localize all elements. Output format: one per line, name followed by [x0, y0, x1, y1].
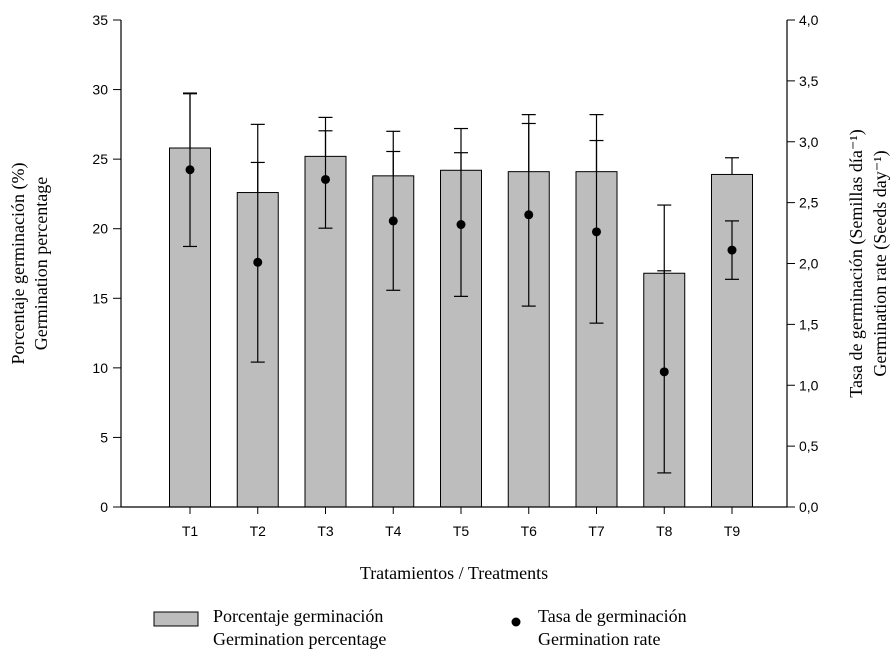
y-tick-label-right: 1,5: [799, 316, 819, 332]
x-tick-label: T8: [656, 523, 673, 539]
legend-label-point-2: Germination rate: [538, 629, 660, 649]
point-T4: [388, 216, 398, 226]
y-tick-label-left: 5: [100, 429, 108, 445]
y-tick-label-left: 10: [92, 360, 108, 376]
x-tick-label: T7: [588, 523, 605, 539]
y-tick-label-right: 1,0: [799, 377, 819, 393]
point-T6: [524, 210, 534, 220]
x-tick-label: T3: [317, 523, 334, 539]
y-tick-label-right: 3,5: [799, 73, 819, 89]
y-tick-label-left: 30: [92, 82, 108, 98]
x-axis-title: Tratamientos / Treatments: [360, 563, 548, 583]
points-layer: [185, 165, 737, 377]
legend-label-point: Tasa de germinación: [538, 606, 687, 626]
y-axis-title-left: Porcentaje germinación (%): [8, 163, 29, 365]
y-tick-label-right: 4,0: [799, 12, 819, 28]
y-axis-title-right: Tasa de germinación (Semillas día⁻¹): [846, 129, 867, 398]
x-tick-label: T1: [182, 523, 199, 539]
y-tick-label-left: 0: [100, 499, 108, 515]
point-T8: [659, 367, 669, 377]
point-T9: [727, 245, 737, 255]
point-T3: [321, 174, 330, 184]
legend-point-swatch: [511, 617, 521, 627]
x-tick-label: T5: [453, 523, 470, 539]
y-tick-label-left: 15: [92, 290, 108, 306]
y-tick-label-right: 2,0: [799, 256, 819, 272]
y-tick-label-right: 0,0: [799, 499, 819, 515]
axes-layer: [113, 19, 795, 514]
point-T7: [592, 227, 601, 237]
y-axis-title-left-2: Germination percentage: [31, 177, 51, 350]
point-T1: [185, 165, 195, 175]
y-tick-label-left: 25: [92, 151, 108, 167]
y-tick-label-left: 20: [92, 221, 108, 237]
legend-label-bar-2: Germination percentage: [213, 629, 386, 649]
y-axis-title-right-2: Germination rate (Seeds day⁻¹): [870, 150, 891, 376]
x-tick-label: T6: [521, 523, 538, 539]
labels-layer: 0 5 10 15 20 25 30 35 0,0 0,5 1,0 1,5 2,0 2,5 3,0 3,5 4,…: [8, 12, 891, 583]
y-tick-label-right: 0,5: [799, 438, 819, 454]
point-T2: [253, 257, 263, 267]
legend: Porcentaje germinación Germination percen…: [153, 606, 687, 649]
x-tick-label: T2: [250, 523, 267, 539]
y-tick-label-left: 35: [92, 12, 108, 28]
y-tick-label-right: 2,5: [799, 195, 819, 211]
x-tick-label: T9: [724, 523, 741, 539]
legend-label-bar: Porcentaje germinación: [213, 606, 383, 626]
point-T5: [456, 220, 466, 230]
legend-bar-swatch: [153, 611, 199, 627]
y-tick-label-right: 3,0: [799, 134, 819, 150]
x-tick-label: T4: [385, 523, 402, 539]
